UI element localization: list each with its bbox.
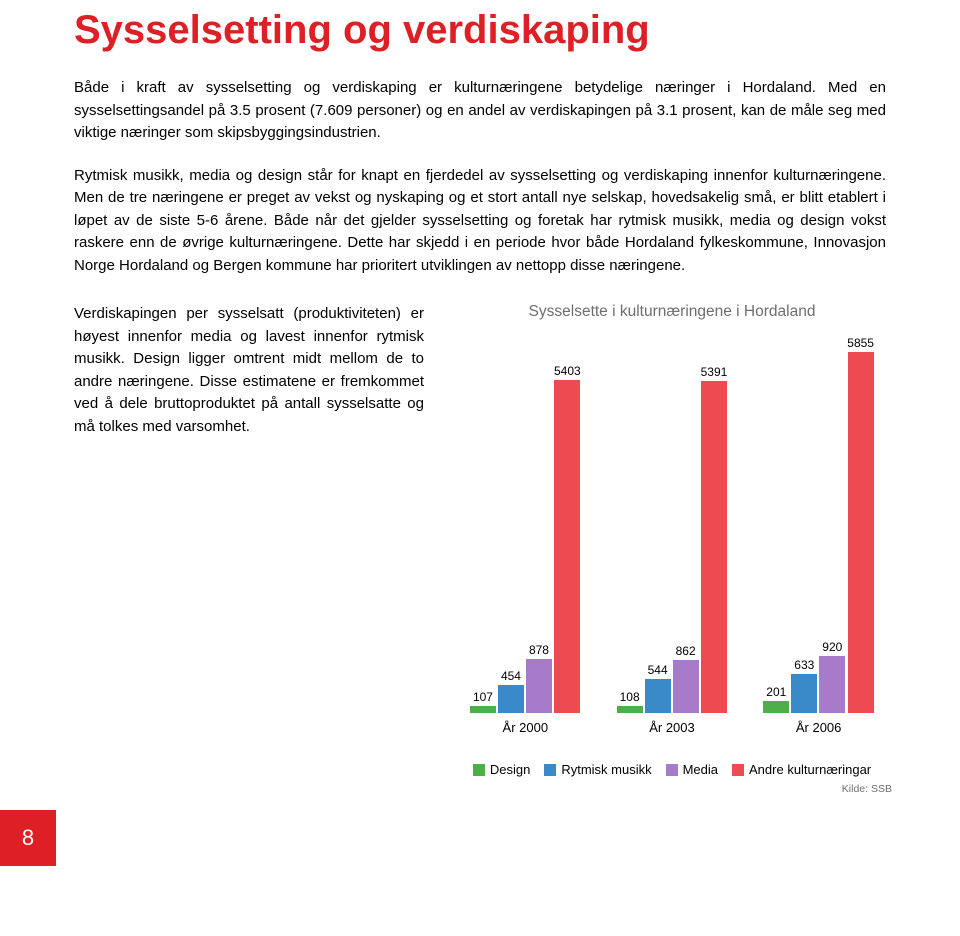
bar-wrapper: 5391 xyxy=(701,365,728,713)
chart-bar xyxy=(498,685,524,713)
legend-item: Design xyxy=(473,762,530,777)
chart-bars-area: 1074548785403År 20001085448625391År 2003… xyxy=(452,343,892,713)
legend-swatch xyxy=(732,764,744,776)
year-group: 1074548785403År 2000 xyxy=(470,343,581,713)
chart-legend: Design Rytmisk musikk Media Andre kulturnær… xyxy=(452,762,892,777)
year-label: År 2000 xyxy=(470,720,581,735)
bar-wrapper: 454 xyxy=(498,669,524,713)
legend-swatch xyxy=(473,764,485,776)
lower-section: Verdiskapingen per sysselsatt (produktiv… xyxy=(74,303,886,783)
bar-wrapper: 108 xyxy=(617,690,643,713)
bar-value-label: 108 xyxy=(620,690,640,704)
left-paragraph: Verdiskapingen per sysselsatt (produktiv… xyxy=(74,303,424,438)
year-label: År 2006 xyxy=(763,720,874,735)
chart-bar xyxy=(819,656,845,713)
bar-wrapper: 201 xyxy=(763,685,789,713)
legend-label: Media xyxy=(683,762,718,777)
chart-bar xyxy=(673,660,699,713)
legend-swatch xyxy=(666,764,678,776)
legend-label: Andre kulturnæringar xyxy=(749,762,871,777)
bar-wrapper: 544 xyxy=(645,663,671,713)
bar-wrapper: 920 xyxy=(819,640,845,713)
bar-value-label: 5855 xyxy=(847,336,874,350)
body-paragraph: Rytmisk musikk, media og design står for… xyxy=(74,165,886,278)
chart-bar xyxy=(848,352,874,713)
legend-label: Design xyxy=(490,762,530,777)
chart-bar xyxy=(791,674,817,713)
year-label: År 2003 xyxy=(617,720,728,735)
bar-wrapper: 862 xyxy=(673,644,699,713)
bar-wrapper: 5403 xyxy=(554,364,581,713)
chart-title: Sysselsette i kulturnæringene i Hordalan… xyxy=(452,303,892,321)
year-group: 1085448625391År 2003 xyxy=(617,343,728,713)
bar-value-label: 5403 xyxy=(554,364,581,378)
bar-value-label: 5391 xyxy=(701,365,728,379)
bar-value-label: 544 xyxy=(648,663,668,677)
bar-value-label: 862 xyxy=(676,644,696,658)
bar-wrapper: 107 xyxy=(470,690,496,713)
bar-value-label: 454 xyxy=(501,669,521,683)
chart-bar xyxy=(645,679,671,713)
legend-item: Media xyxy=(666,762,718,777)
bar-wrapper: 878 xyxy=(526,643,552,713)
chart-source: Kilde: SSB xyxy=(842,783,892,795)
chart-container: 107 454 878 5403 År 2000 108 544 862 5391 År 2003… xyxy=(452,323,892,783)
bar-value-label: 878 xyxy=(529,643,549,657)
intro-paragraph: Både i kraft av sysselsetting og verdisk… xyxy=(74,77,886,145)
chart-bar xyxy=(617,706,643,713)
legend-label: Rytmisk musikk xyxy=(561,762,651,777)
chart-bar xyxy=(763,701,789,713)
chart-bar xyxy=(701,381,727,713)
bar-value-label: 633 xyxy=(794,658,814,672)
bar-value-label: 920 xyxy=(822,640,842,654)
chart-bar xyxy=(554,380,580,713)
chart-bar xyxy=(470,706,496,713)
year-group: 2016339205855År 2006 xyxy=(763,343,874,713)
page-number: 8 xyxy=(0,810,56,866)
legend-item: Rytmisk musikk xyxy=(544,762,651,777)
chart-bar xyxy=(526,659,552,713)
bar-wrapper: 633 xyxy=(791,658,817,713)
chart-area: Sysselsette i kulturnæringene i Hordalan… xyxy=(452,303,892,783)
left-column: Verdiskapingen per sysselsatt (produktiv… xyxy=(74,303,424,783)
bar-value-label: 201 xyxy=(766,685,786,699)
legend-swatch xyxy=(544,764,556,776)
legend-item: Andre kulturnæringar xyxy=(732,762,871,777)
bar-wrapper: 5855 xyxy=(847,336,874,713)
page-title: Sysselsetting og verdiskaping xyxy=(74,8,960,53)
bar-value-label: 107 xyxy=(473,690,493,704)
